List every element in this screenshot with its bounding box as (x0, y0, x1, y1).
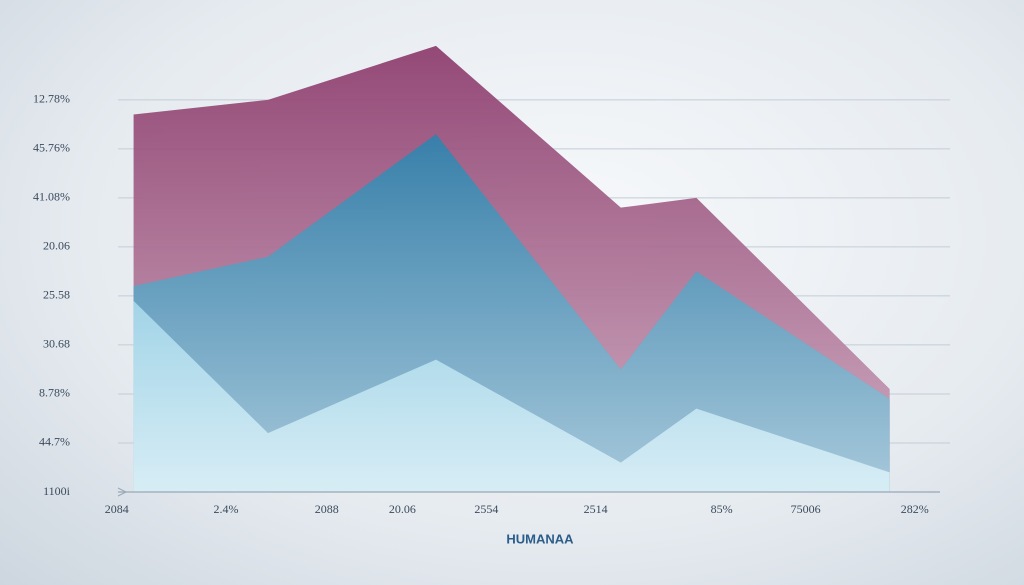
y-tick-label: 30.68 (43, 337, 70, 351)
y-tick-label: 20.06 (43, 239, 70, 253)
x-tick-label: 2514 (584, 502, 608, 516)
x-tick-label: 2554 (474, 502, 498, 516)
plot-area (133, 45, 890, 493)
y-tick-label: 44.7% (39, 435, 70, 449)
x-tick-label: 282% (901, 502, 929, 516)
x-tick-label: 2.4% (214, 502, 239, 516)
area-shade (133, 134, 890, 493)
x-tick-label: 75006 (791, 502, 821, 516)
y-tick-label: 12.78% (33, 92, 70, 106)
y-tick-label: 41.08% (33, 190, 70, 204)
y-tick-label: 1100i (43, 484, 71, 498)
labels: 1100i 44.7% 8.78% 30.68 25.58 20.06 41.08% 45.7… (33, 92, 929, 516)
y-tick-label: 25.58 (43, 288, 70, 302)
x-tick-label: 2084 (105, 502, 129, 516)
x-tick-label: 20.06 (389, 502, 416, 516)
area-shade (133, 300, 890, 492)
y-tick-label: 45.76% (33, 141, 70, 155)
axis-arrow (117, 487, 128, 497)
y-tick-label: 8.78% (39, 386, 70, 400)
x-tick-label: 2088 (315, 502, 339, 516)
chart-title: HUMANAA (506, 531, 574, 546)
x-tick-label: 85% (711, 502, 733, 516)
